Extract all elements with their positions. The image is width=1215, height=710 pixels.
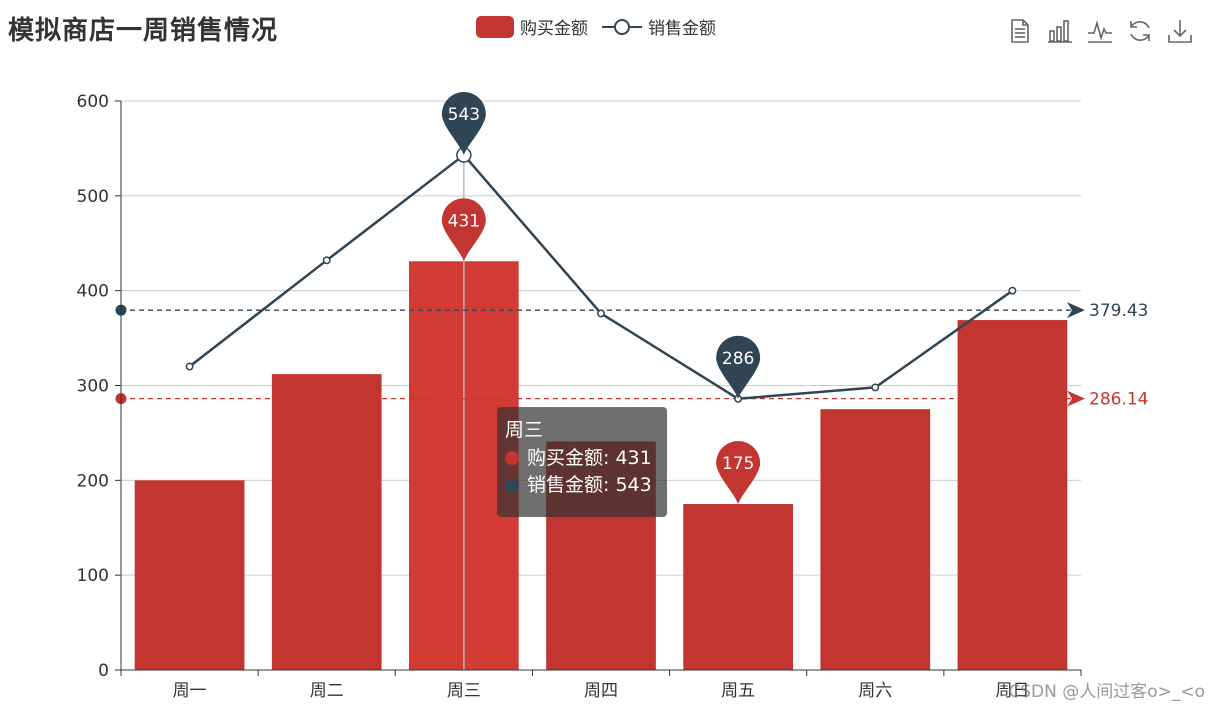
mark-point-label: 543 [448,105,480,125]
tooltip-purchase-dot-icon [505,451,519,466]
y-tick-label: 200 [77,471,109,491]
sales-point [1008,286,1017,295]
sales-point [185,362,194,371]
download-icon[interactable] [1167,18,1193,44]
tooltip-purchase-text: 购买金额: 431 [527,446,652,469]
mark-point-label: 286 [722,349,754,369]
bar-mark-point: 431 [441,198,486,262]
legend: 购买金额 销售金额 [476,14,730,39]
bar [271,374,382,670]
tooltip-row-purchase: 购买金额: 431 [505,445,659,473]
mark-point-pin-icon [441,92,486,156]
bar-chart-icon[interactable] [1047,18,1073,44]
bar [957,320,1068,670]
mark-point-pin-icon [441,198,486,262]
sales-point [322,256,331,265]
legend-label-sales: 销售金额 [648,19,716,39]
bar [134,480,245,670]
y-tick-label: 600 [77,92,109,112]
line-mark-point: 543 [441,92,486,156]
data-view-icon[interactable] [1007,18,1033,44]
y-tick-label: 0 [98,661,109,681]
line-mark-point: 286 [716,335,761,399]
x-tick-label: 周二 [310,681,344,701]
mark-point-pin-icon [716,335,761,399]
mark-point-label: 431 [448,211,480,231]
line-chart-icon[interactable] [1087,18,1113,44]
x-tick-label: 周四 [584,681,618,701]
sales-point [597,309,605,318]
legend-item-sales[interactable]: 销售金额 [602,14,716,39]
toolbox [993,18,1193,44]
y-tick-label: 500 [77,187,109,207]
mark-line-arrow [1067,390,1085,407]
mark-line-label: 379.43 [1089,301,1148,321]
sales-point [871,383,880,392]
restore-icon[interactable] [1127,18,1153,44]
mark-line-arrow [1067,302,1085,319]
legend-label-purchase: 购买金额 [520,19,588,39]
legend-item-purchase[interactable]: 购买金额 [476,14,588,39]
bar-mark-point: 175 [716,441,761,505]
legend-bar-swatch-icon [476,15,514,38]
x-tick-label: 周日 [995,681,1029,701]
legend-line-swatch-icon [602,18,642,35]
bar [683,504,793,670]
sales-line [188,153,1014,401]
x-tick-label: 周一 [173,681,207,701]
y-tick-label: 100 [77,566,109,586]
mark-point-label: 175 [722,454,754,474]
tooltip-row-sales: 销售金额: 543 [505,472,659,500]
tooltip-sales-dot-icon [505,478,519,493]
x-tick-label: 周六 [858,681,892,701]
mark-line-label: 286.14 [1089,390,1148,410]
mark-point-pin-icon [716,441,761,505]
y-tick-label: 300 [77,377,109,397]
tooltip: 周三 购买金额: 431 销售金额: 543 [497,407,667,517]
x-tick-label: 周五 [721,681,755,701]
y-tick-label: 400 [77,282,109,302]
tooltip-header: 周三 [505,419,544,441]
chart-title: 模拟商店一周销售情况 [8,16,279,46]
x-tick-label: 周三 [447,681,481,701]
bar [820,409,931,670]
tooltip-sales-text: 销售金额: 543 [527,474,652,497]
watermark: CSDN @人间过客o>_<o [1008,682,1205,702]
